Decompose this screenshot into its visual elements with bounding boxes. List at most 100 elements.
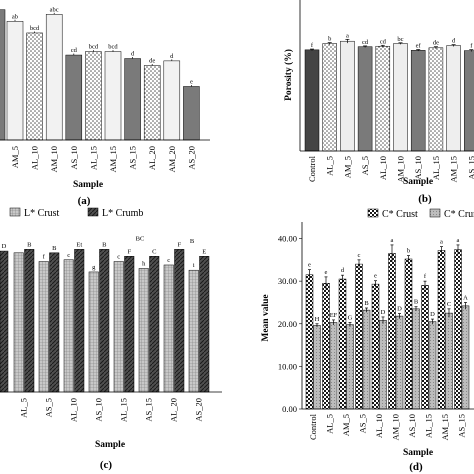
bar-crust-d [388,253,396,410]
tick-label-c: AS_5 [44,398,54,417]
bar-crumb-d [395,315,404,410]
sig-letter-crumb-c: B [52,245,57,252]
bar-crumb-d [412,308,420,410]
bar-a [65,54,83,141]
tick-label-a: AL_20 [147,146,157,170]
bar-crust-c [13,252,24,393]
bar-crumb-d [379,320,387,410]
sig-letter-d: G [348,314,353,321]
sig-letter-b: d [452,38,456,45]
tick-label-b: AM_10 [396,156,406,182]
bar-a [124,58,141,141]
sig-letter-d: C [447,301,451,308]
sig-letter-b: cd [380,38,387,45]
tick-label-c: AL_5 [19,398,29,418]
bar-b [464,50,474,152]
bar-crumb-c [174,249,185,393]
sig-letter-crumb-c: Et [76,241,82,248]
x-axis-title-a: Sample [73,180,103,190]
sig-letter-d: e [325,269,328,276]
bar-crust-c [63,259,74,393]
x-axis-title-b: Sample [403,177,433,187]
sig-letter-crust-c: h [142,260,146,267]
legend-label-crust-d: C* Crust [382,209,418,220]
bar-crumb-d [428,321,437,410]
bar-crust-c [88,271,99,393]
sig-letter-d: A [463,294,468,301]
tick-label-d: AL_5 [325,414,335,434]
bar-crust-d [371,283,380,410]
tick-label-b: AS_10 [413,156,423,180]
sig-letter-d: B [364,300,369,307]
sig-letter-a: ab [12,13,18,20]
bar-crumb-c [24,249,35,393]
sig-letter-crust-c: c [117,254,120,261]
tick-label-c: AL_20 [169,398,179,422]
tick-label-d: Control [308,413,318,440]
sig-letter-extra-c: B [190,238,195,245]
sig-letter-d: D [381,309,386,316]
tick-label-b: AL_5 [325,156,335,176]
panel-d: C* Crust C* Crumb 0.00 10.00 20.00 30.00 40.00… [261,208,474,473]
sig-letter-b: de [433,40,439,47]
legend-label-crust-c: L* Crust [24,208,60,219]
tick-label-c: AS_20 [194,398,204,422]
panel-label-a: (a) [78,195,91,207]
sig-letter-d: B [414,299,419,306]
tick-label-c: AS_15 [144,398,154,422]
bar-crumb-c [149,256,160,393]
x-axis-title-c: Sample [95,440,125,450]
sig-letter-d: a [457,237,460,244]
sig-letter-d: c [358,252,361,259]
tick-label-a: AS_5 [0,146,1,165]
sig-letter-d: e [374,273,377,280]
bar-crumb-d [346,324,354,410]
tick-label-d: AM_10 [391,414,401,440]
sig-letter-d: EF [330,312,338,319]
bar-b [393,43,408,152]
y-axis-title-d: Mean value [261,294,271,341]
y-axis-title-b: Porosity (%) [283,49,294,101]
tick-label-b: AL_15 [431,156,441,180]
sig-letter-a: cd [71,47,78,54]
legend-swatch-crust-c [9,207,21,217]
sig-letter-b: bc [397,36,403,43]
sig-letter-crust-c: i [193,262,195,269]
bar-b [357,46,373,152]
bar-a [143,65,161,141]
sig-letter-d: D [397,306,402,313]
sig-letter-crumb-c: E [202,248,206,255]
legend-swatch-crust-d [367,208,379,218]
bar-crust-d [355,263,363,410]
bar-crust-c [188,269,199,393]
tick-label-a: AS_20 [186,146,196,170]
legend-swatch-crumb-c [87,207,99,217]
bar-a [104,51,122,141]
bar-crust-c [138,268,149,393]
bar-crust-c [163,264,174,393]
sig-letter-d: a [440,239,443,246]
bar-a [26,32,43,141]
bar-crumb-c [199,256,210,393]
tick-label-b: AS_15 [466,156,474,180]
tick-label-a: AS_10 [69,146,79,170]
tick-label-c: AL_15 [119,398,129,422]
y-tick-label-d: 20.00 [278,319,297,329]
tick-label-b: AM_5 [342,156,352,178]
bar-crust-c [38,261,49,393]
legend-label-crumb-c: L* Crumb [102,208,143,219]
tick-label-b: AS_5 [360,156,370,175]
sig-letter-a: bcd [108,44,118,51]
sig-letter-a: de [149,58,155,65]
bar-partial-c [0,250,9,393]
bar-a [183,86,200,141]
bar-b [410,50,426,152]
panel-b: f Control b AL_5 a AM_5 cd AS_5 cd AL_10 bc AM_10 ef… [283,0,474,205]
tick-label-d: AM_5 [341,414,351,436]
sig-letter-b: cd [362,39,369,46]
legend-label-crumb-d: C* Crumb [444,209,474,220]
bar-crumb-d [362,309,371,410]
y-tick-label-d: 40.00 [278,234,297,244]
